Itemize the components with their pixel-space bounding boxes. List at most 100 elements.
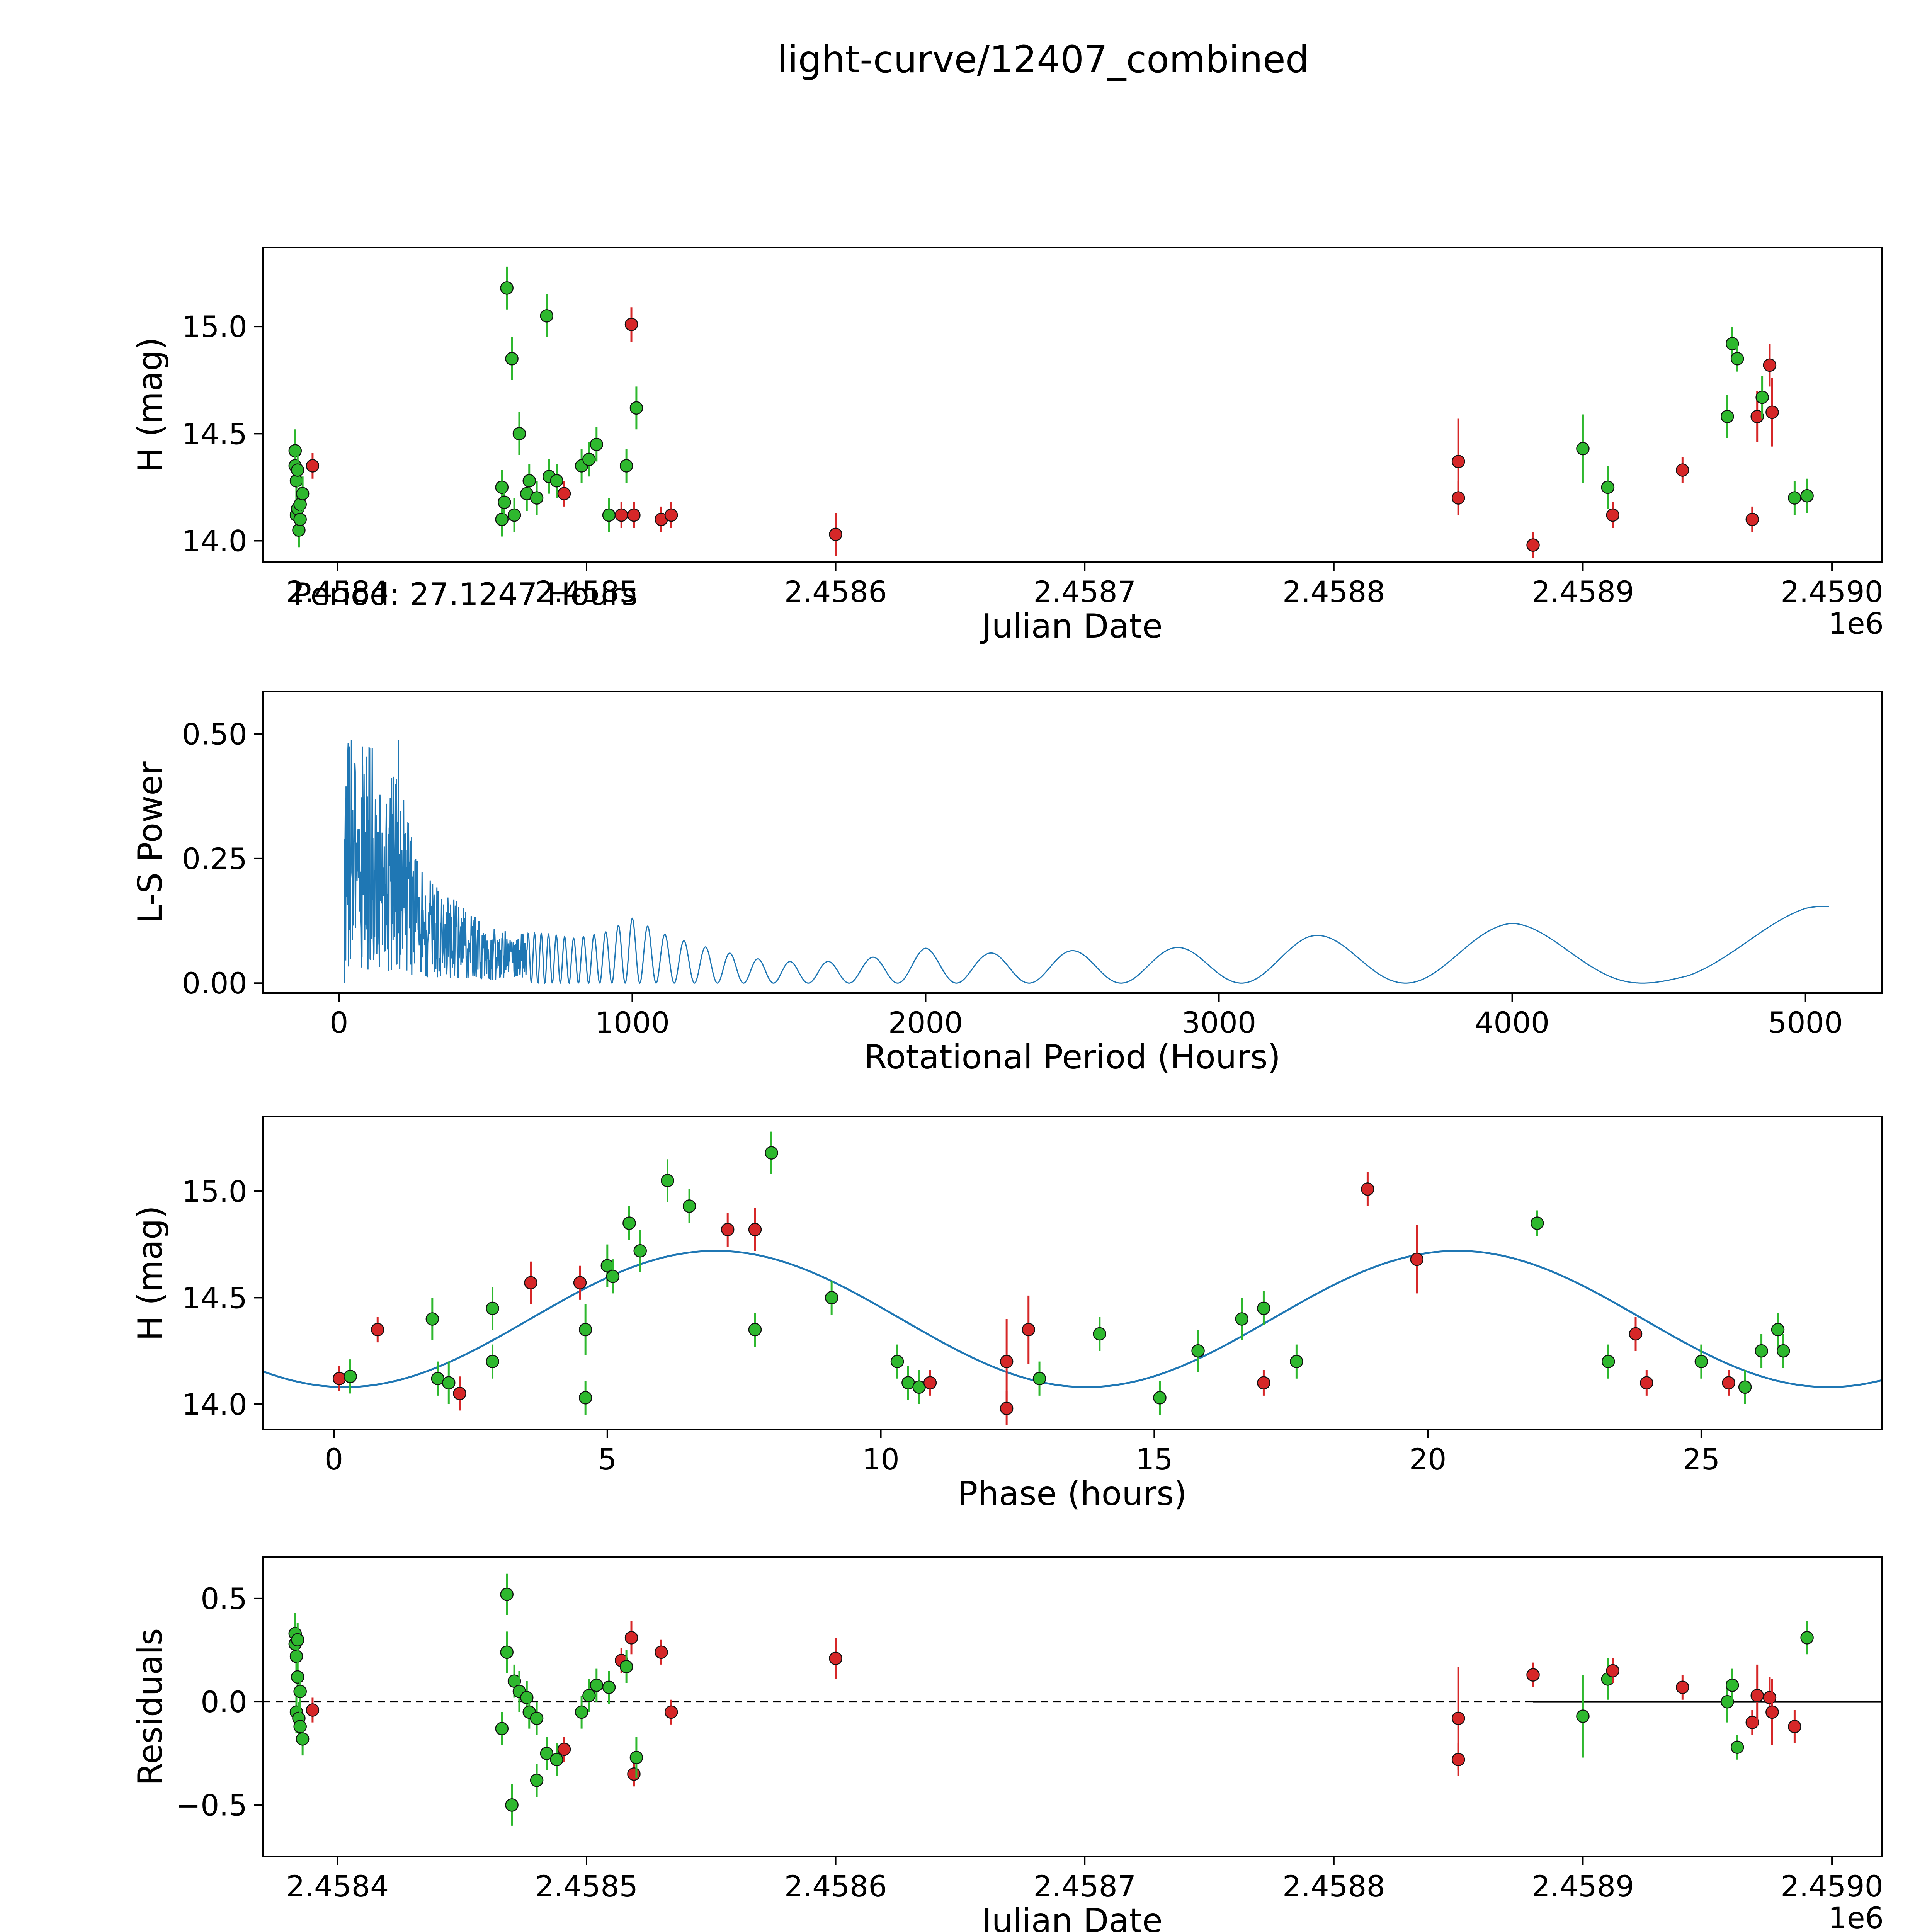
data-point [1676,463,1689,477]
data-point [627,1767,641,1781]
data-point [296,487,310,500]
data-point [1451,1753,1465,1767]
data-point [1763,1691,1777,1704]
data-point [664,1705,678,1719]
panel-lightcurve: 2.4584 2.4585 2.4586 2.4587 2.4588 2.4589 2.45… [131,247,1884,646]
x-tick-label: 2.4589 [1531,575,1634,609]
y-tick-label: 0.0 [201,1685,247,1719]
data-point [291,463,304,477]
y-tick-label: −0.5 [176,1788,247,1822]
x-tick-label: 2.4589 [1531,1869,1634,1903]
data-point [530,1711,544,1725]
data-point [522,474,536,488]
x-axis-label: Rotational Period (Hours) [864,1038,1281,1077]
data-point [890,1355,904,1368]
x-tick-label: 2.4588 [1282,575,1385,609]
data-point [1361,1182,1374,1196]
x-tick-label: 2.4587 [1033,575,1136,609]
data-point [1576,1709,1590,1723]
x-tick-label: 3000 [1182,1005,1256,1040]
data-point [624,1631,638,1645]
data-point [1000,1355,1014,1368]
data-point [425,1312,439,1326]
data-point [590,437,604,451]
data-point [500,1587,514,1601]
data-point [1721,1695,1734,1709]
data-point [1745,1716,1759,1729]
data-point [1738,1380,1752,1394]
data-point [1606,508,1620,522]
y-axis-label: Residuals [131,1628,170,1786]
data-point [1235,1312,1249,1326]
data-point [550,1753,563,1767]
x-tick-label: 2.4590 [1781,1869,1883,1903]
data-point [1676,1680,1689,1694]
data-point [1451,455,1465,468]
data-point [507,508,521,522]
data-point [520,1691,534,1704]
y-tick-label: 0.50 [182,717,247,752]
data-point [505,1798,519,1812]
data-point [1153,1391,1167,1405]
data-point [1750,410,1764,423]
data-point [498,495,511,509]
y-tick-label: 14.0 [182,1387,247,1422]
x-tick-label: 2.4584 [286,575,389,609]
data-point [1451,1711,1465,1725]
data-point [557,1742,571,1756]
data-point [293,1720,307,1733]
data-point [582,452,596,466]
data-point [453,1387,466,1400]
panel-phase: 0 5 10 15 20 25 14.0 14.5 15.0 Phase (hours) H (ma… [131,1116,1883,1513]
x-tick-label: 2.4586 [784,1869,887,1903]
data-point [500,281,514,295]
data-point [1765,1705,1779,1719]
data-point [344,1369,357,1383]
data-point [1776,1344,1790,1358]
data-point [540,1747,554,1760]
data-point [1576,442,1590,456]
data-point [655,1645,668,1659]
data-point [1451,491,1465,505]
data-point [829,1651,842,1665]
data-point [1000,1401,1014,1415]
data-point [602,1680,616,1694]
data-point [1763,358,1777,372]
data-point [582,1689,596,1702]
data-point [550,474,563,488]
data-point [442,1376,456,1390]
x-tick-label: 2.4585 [535,575,638,609]
data-point [289,1650,303,1663]
data-point [624,318,638,331]
x-tick-label: 2.4585 [535,1869,638,1903]
y-tick-label: 15.0 [182,310,247,344]
axis-offset-text: 1e6 [1828,606,1884,641]
data-point [332,1372,346,1386]
data-point [573,1276,587,1290]
data-point [1730,1740,1744,1754]
x-tick-label: 10 [862,1442,900,1476]
data-point [1771,1323,1785,1337]
data-point [1800,489,1814,503]
data-point [1745,512,1759,526]
data-point [306,1703,320,1717]
data-point [1601,1355,1615,1368]
data-point [505,352,519,366]
axes-spines [262,247,1883,563]
data-point [1755,1344,1768,1358]
data-point [627,508,641,522]
data-point [661,1174,674,1187]
axis-offset-text: 1e6 [1828,1901,1884,1932]
period-annotation: Period: 27.1247 Hours [293,577,638,612]
y-axis-label: H (mag) [131,337,170,472]
data-point [1530,1216,1544,1230]
data-point [1725,1679,1739,1692]
data-point [1788,491,1801,505]
data-point [1257,1301,1270,1315]
data-point [486,1355,499,1368]
data-point [1290,1355,1303,1368]
data-point [1765,405,1779,419]
x-tick-label: 2.4590 [1781,575,1883,609]
data-point [1410,1252,1424,1266]
